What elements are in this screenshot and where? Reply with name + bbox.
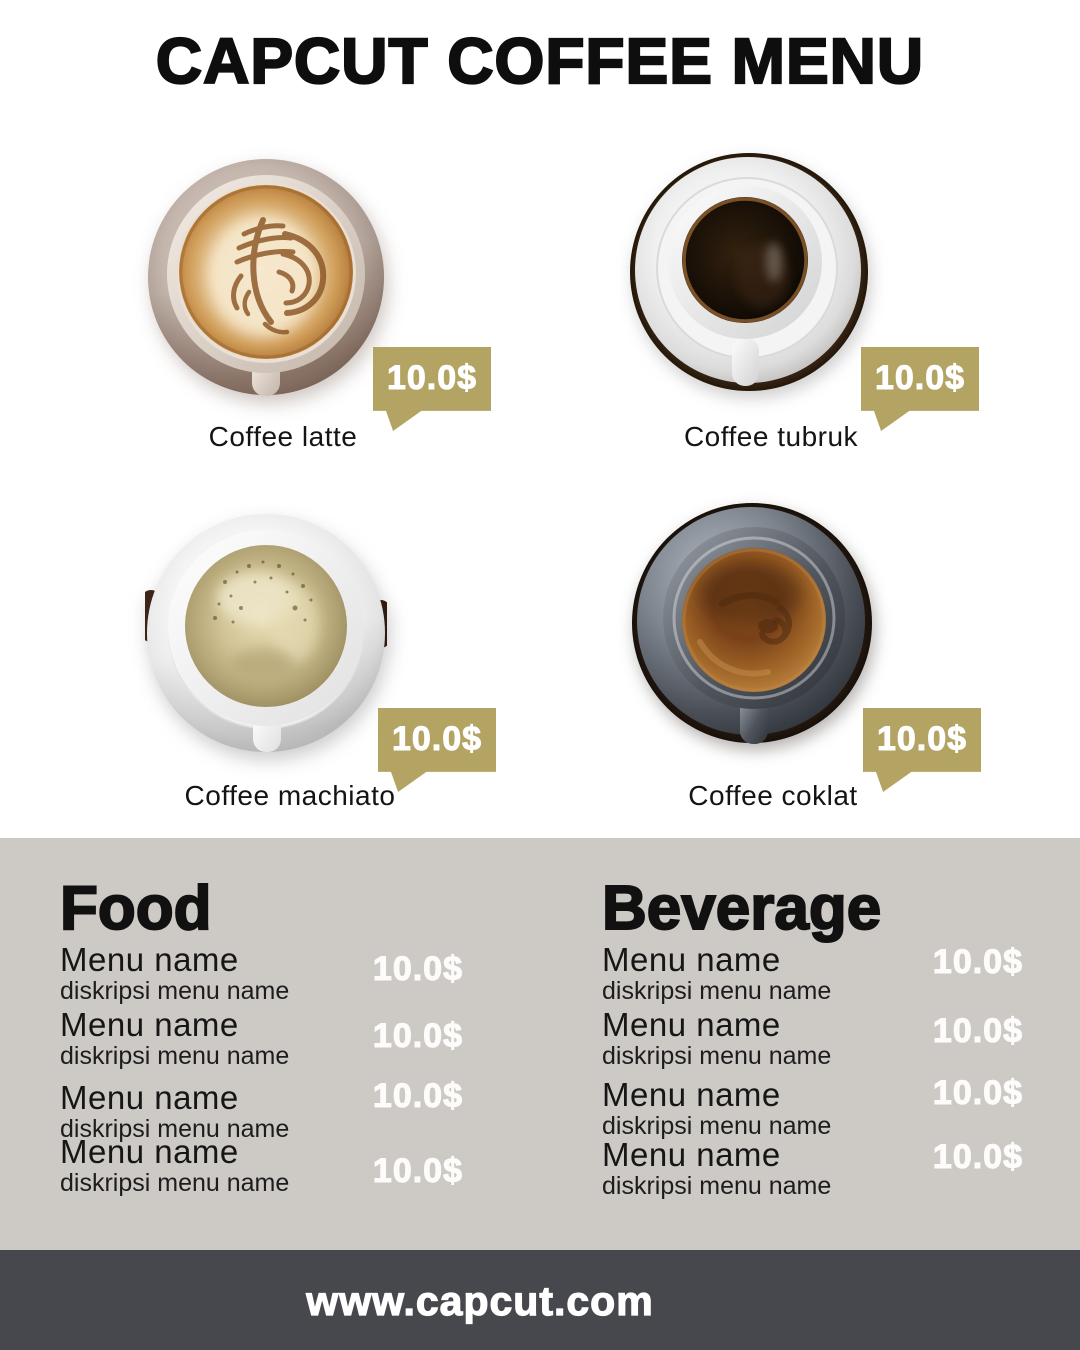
menu-item-price: 10.0$ — [372, 1152, 463, 1190]
price-badge: 10.0$ — [373, 347, 491, 431]
menu-item-description: diskripsi menu name — [602, 1172, 832, 1200]
page-title: CAPCUT COFFEE MENU — [155, 24, 925, 97]
menu-item-price: 10.0$ — [932, 1012, 1023, 1050]
menu-item: Menu name diskripsi menu name — [602, 1138, 831, 1200]
menu-item: Menu name diskripsi menu name — [602, 1008, 831, 1070]
menu-item-name: Menu name — [60, 941, 239, 978]
menu-column-food: Food Menu name diskripsi menu name 10.0$… — [59, 838, 463, 1250]
featured-item-name: Coffee coklat — [688, 780, 858, 811]
menu-item: Menu name diskripsi menu name — [60, 1081, 289, 1143]
featured-item-name: Coffee tubruk — [683, 421, 859, 452]
macchiato-top-view-photo — [145, 514, 387, 752]
price-badge-label: 10.0$ — [876, 720, 968, 759]
menu-column-beverage: Beverage Menu name diskripsi menu name 1… — [601, 838, 1023, 1250]
footer-bar: www.capcut.com — [0, 1250, 1080, 1350]
menu-item-description: diskripsi menu name — [602, 1112, 832, 1140]
featured-item-tubruk: 10.0$ Coffee tubruk — [621, 148, 1001, 470]
menu-item-price: 10.0$ — [372, 950, 463, 988]
menu-item-description: diskripsi menu name — [60, 1169, 290, 1197]
menu-item: Menu name diskripsi menu name — [60, 1008, 289, 1070]
chocolate-coffee-top-view-photo — [632, 503, 872, 744]
menu-item-price: 10.0$ — [932, 1074, 1023, 1112]
section-heading-beverage: Beverage — [601, 874, 882, 943]
section-heading-food: Food — [59, 874, 212, 943]
price-badge-label: 10.0$ — [391, 720, 483, 759]
latte-top-view-photo — [148, 159, 384, 396]
menu-item-description: diskripsi menu name — [602, 977, 832, 1005]
menu-item: Menu name diskripsi menu name — [60, 1135, 289, 1197]
price-badge-label: 10.0$ — [874, 359, 966, 398]
menu-item-name: Menu name — [602, 941, 781, 978]
menu-item-name: Menu name — [602, 1136, 781, 1173]
menu-item: Menu name diskripsi menu name — [602, 943, 831, 1005]
featured-item-name: Coffee machiato — [184, 780, 396, 811]
menu-item: Menu name diskripsi menu name — [60, 943, 289, 1005]
featured-item-latte: 10.0$ Coffee latte — [133, 148, 513, 470]
price-badge-label: 10.0$ — [386, 359, 478, 398]
menu-item-description: diskripsi menu name — [60, 1042, 290, 1070]
menu-item-name: Menu name — [602, 1076, 781, 1113]
menu-item-name: Menu name — [60, 1006, 239, 1043]
menu-item-price: 10.0$ — [372, 1017, 463, 1055]
featured-item-name: Coffee latte — [208, 421, 358, 452]
menu-item-description: diskripsi menu name — [60, 977, 290, 1005]
black-coffee-top-view-photo — [630, 153, 868, 391]
menu-item-description: diskripsi menu name — [60, 1115, 290, 1143]
featured-item-coklat: 10.0$ Coffee coklat — [623, 500, 1003, 822]
price-badge: 10.0$ — [861, 347, 979, 431]
menu-item-name: Menu name — [602, 1006, 781, 1043]
menu-item: Menu name diskripsi menu name — [602, 1078, 831, 1140]
menu-item-price: 10.0$ — [932, 1138, 1023, 1176]
featured-item-machiato: 10.0$ Coffee machiato — [135, 503, 515, 825]
menu-item-price: 10.0$ — [932, 943, 1023, 981]
website-url: www.capcut.com — [306, 1277, 654, 1324]
menu-item-name: Menu name — [60, 1133, 239, 1170]
menu-item-description: diskripsi menu name — [602, 1042, 832, 1070]
menu-item-name: Menu name — [60, 1079, 239, 1116]
menu-item-price: 10.0$ — [372, 1077, 463, 1115]
menu-band: Food Menu name diskripsi menu name 10.0$… — [0, 838, 1080, 1250]
